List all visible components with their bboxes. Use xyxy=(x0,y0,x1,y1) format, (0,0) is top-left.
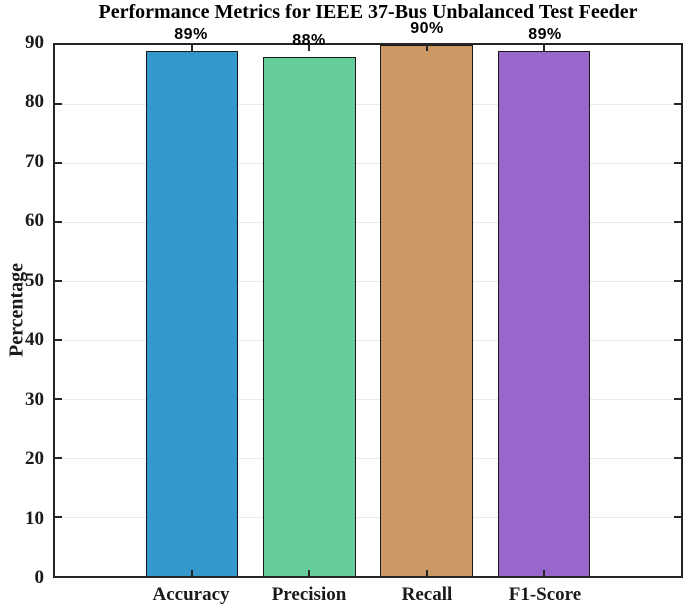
y-tick-mark xyxy=(55,221,62,223)
y-tick-label: 60 xyxy=(25,210,44,232)
y-tick-mark xyxy=(55,103,62,105)
bar-value-label: 89% xyxy=(174,25,208,43)
grid-line xyxy=(55,104,681,105)
y-tick-mark xyxy=(55,516,62,518)
y-tick-mark xyxy=(674,221,681,223)
bar-value-label: 89% xyxy=(528,25,562,43)
bar-f1-score xyxy=(497,50,591,576)
y-tick-mark xyxy=(674,516,681,518)
y-tick-label: 0 xyxy=(34,567,45,588)
x-tick-mark xyxy=(308,570,311,576)
chart-title: Performance Metrics for IEEE 37-Bus Unba… xyxy=(98,1,638,23)
x-tick-label-recall: Recall xyxy=(401,584,453,605)
plot-area xyxy=(53,43,683,578)
x-tick-mark xyxy=(191,570,194,576)
grid-line xyxy=(55,399,681,400)
y-tick-mark xyxy=(674,162,681,164)
x-tick-mark xyxy=(425,45,428,51)
y-tick-label: 10 xyxy=(25,507,44,529)
x-tick-mark xyxy=(308,45,311,51)
ticks-layer xyxy=(55,45,681,576)
x-tick-mark xyxy=(542,570,545,576)
y-tick-mark xyxy=(674,339,681,341)
y-tick-mark xyxy=(674,280,681,282)
x-tick-mark xyxy=(542,45,545,51)
grid-line xyxy=(55,163,681,164)
x-tick-label-precision: Precision xyxy=(271,584,347,605)
bar-precision xyxy=(263,56,356,576)
y-tick-label: 30 xyxy=(25,388,44,410)
x-tick-mark xyxy=(425,570,428,576)
grid-line xyxy=(55,458,681,459)
y-tick-label: 90 xyxy=(25,32,44,53)
grid-layer xyxy=(55,45,681,576)
y-tick-mark xyxy=(55,162,62,164)
bar-recall xyxy=(380,45,473,576)
grid-line xyxy=(55,517,681,518)
y-tick-mark xyxy=(55,398,62,400)
bar-value-label: 90% xyxy=(410,20,444,37)
x-tick-mark xyxy=(191,45,194,51)
y-tick-label: 80 xyxy=(25,91,44,113)
grid-line xyxy=(55,281,681,282)
y-tick-mark xyxy=(674,398,681,400)
y-tick-mark xyxy=(674,103,681,105)
x-tick-label-accuracy: Accuracy xyxy=(152,584,230,605)
y-tick-mark xyxy=(55,280,62,282)
y-tick-label: 20 xyxy=(25,448,44,470)
grid-line xyxy=(55,222,681,223)
y-tick-mark xyxy=(55,339,62,341)
y-tick-label: 40 xyxy=(25,329,44,351)
y-tick-mark xyxy=(674,457,681,459)
bar-value-label: 88% xyxy=(292,31,326,49)
y-tick-label: 70 xyxy=(25,150,44,172)
bar-accuracy xyxy=(145,50,239,576)
y-tick-label: 50 xyxy=(25,269,44,291)
grid-line xyxy=(55,340,681,341)
x-tick-label-f1-score: F1-Score xyxy=(508,584,582,605)
y-tick-mark xyxy=(55,457,62,459)
bars-layer xyxy=(55,45,681,576)
